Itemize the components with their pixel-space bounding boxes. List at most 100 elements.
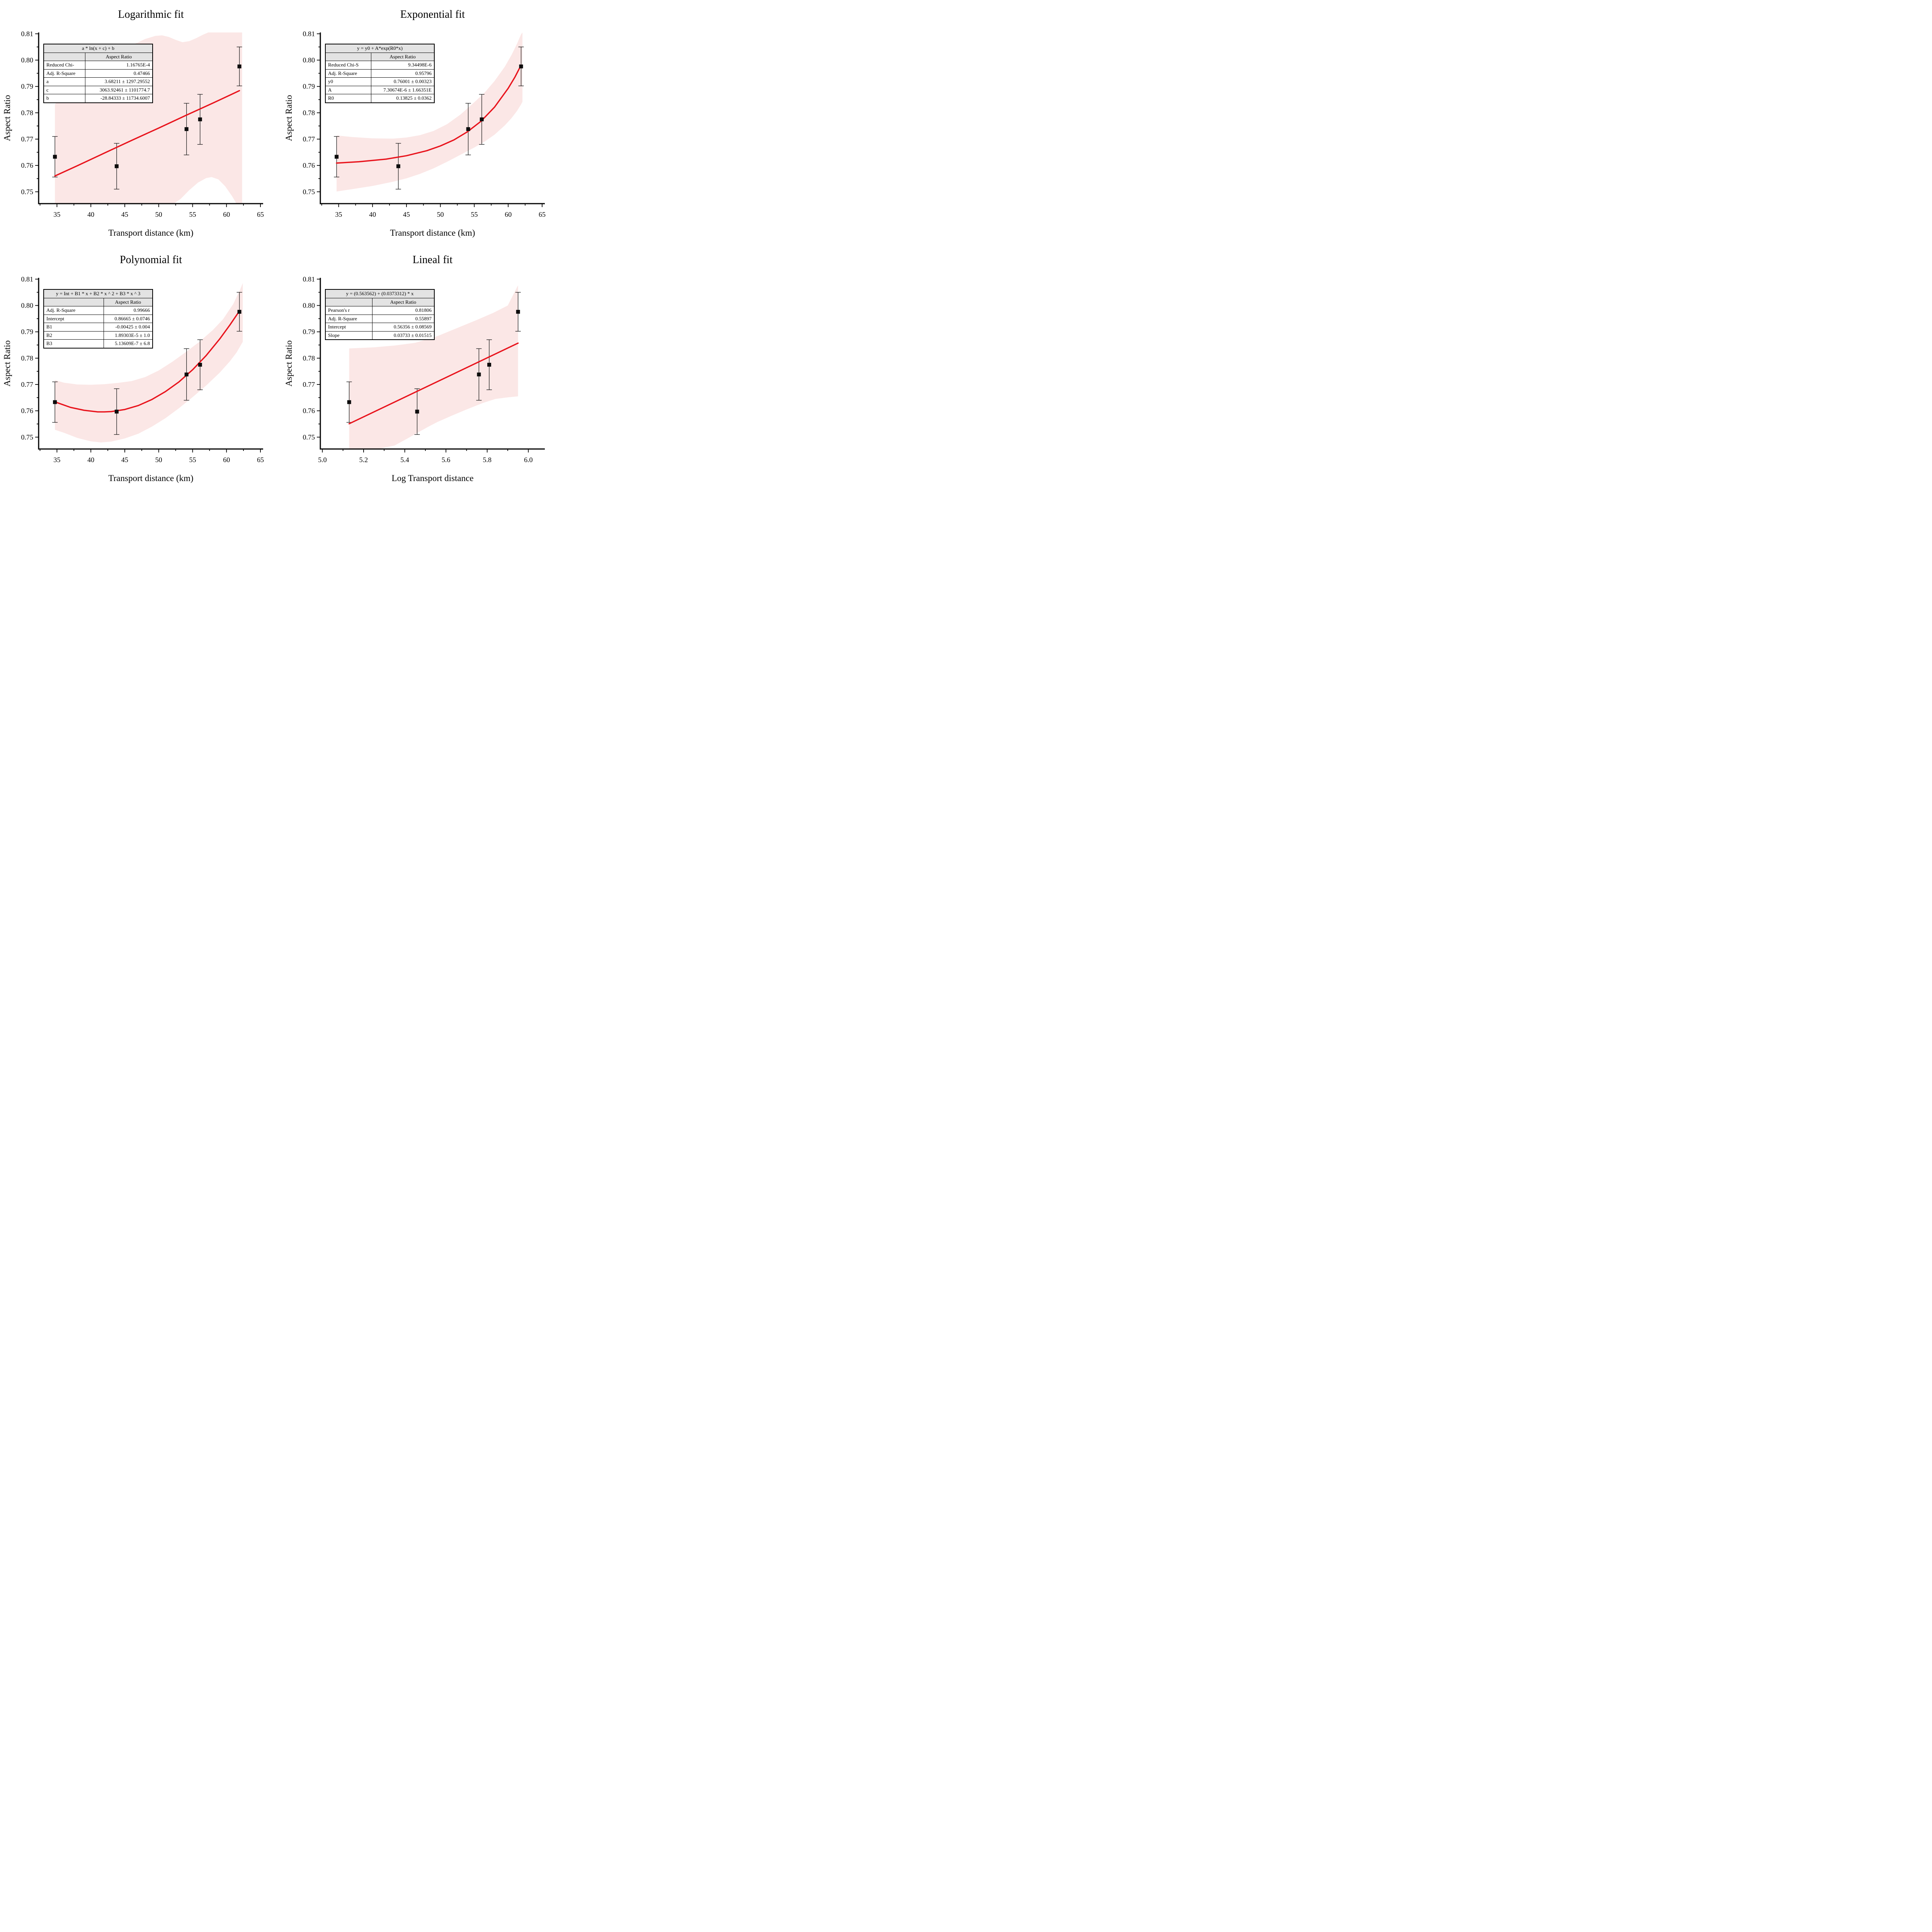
- stats-row-label: c: [43, 85, 85, 95]
- x-tick-label: 50: [437, 211, 444, 218]
- stats-table: y = (0.563562) + (0.0373312) * x Aspect R…: [325, 289, 435, 340]
- stats-row-label: Adj. R-Square: [43, 306, 104, 315]
- data-points: [53, 310, 242, 414]
- stats-row: Adj. R-Square 0.55897: [325, 314, 435, 323]
- y-tick-label: 0.77: [21, 135, 34, 143]
- stats-row-value: 1.89303E-5 ± 1.0: [103, 331, 153, 340]
- stats-row-label: Adj. R-Square: [43, 69, 85, 78]
- stats-empty-header: [325, 52, 371, 61]
- y-tick-label: 0.76: [303, 162, 315, 169]
- data-point-marker: [53, 155, 57, 159]
- stats-row: c 3063.92461 ± 1101774.7: [43, 85, 153, 95]
- stats-row-value: 0.81806: [372, 306, 435, 315]
- y-tick-label: 0.79: [303, 83, 315, 90]
- stats-value-column-header: Aspect Ratio: [371, 52, 435, 61]
- stats-row-label: Adj. R-Square: [325, 69, 371, 78]
- data-point-marker: [480, 117, 484, 121]
- stats-empty-header: [43, 298, 104, 307]
- y-tick-label: 0.81: [303, 275, 315, 283]
- data-point-marker: [184, 127, 189, 131]
- x-tick-label: 35: [335, 211, 342, 218]
- stats-row-label: y0: [325, 77, 371, 86]
- y-tick-label: 0.81: [303, 30, 315, 37]
- stats-row-label: B3: [43, 339, 104, 349]
- axes-frame: [38, 32, 263, 204]
- y-tick-label: 0.77: [21, 381, 34, 388]
- stats-row: Intercept 0.56356 ± 0.08569: [325, 323, 435, 332]
- stats-row-value: 0.55897: [372, 314, 435, 323]
- x-tick-label: 5.0: [318, 456, 327, 464]
- axis-ticks: [35, 279, 261, 452]
- data-point-marker: [184, 372, 189, 377]
- stats-row: y0 0.76001 ± 0.00323: [325, 77, 435, 86]
- stats-formula: y = (0.563562) + (0.0373312) * x: [325, 289, 435, 298]
- stats-row: Intercept 0.86665 ± 0.0746: [43, 314, 153, 323]
- stats-row-label: a: [43, 77, 85, 86]
- stats-row-label: Adj. R-Square: [325, 314, 372, 323]
- stats-row: B1 -0.00425 ± 0.004: [43, 323, 153, 332]
- stats-row-label: Slope: [325, 331, 372, 340]
- x-tick-label: 40: [369, 211, 376, 218]
- x-tick-label: 50: [155, 211, 162, 218]
- stats-row: a 3.68211 ± 1297.29552: [43, 77, 153, 86]
- stats-table: y = Int + B1 * x + B2 * x ^ 2 + B3 * x ^…: [43, 289, 153, 349]
- data-point-marker: [415, 410, 419, 414]
- y-tick-label: 0.80: [21, 56, 34, 64]
- x-tick-label: 65: [257, 456, 264, 464]
- confidence-band: [337, 32, 523, 192]
- x-tick-label: 45: [121, 211, 128, 218]
- plot-canvas: 35 40 45 50 55 60 65 0.75 0.76 0.77 0.78 0.79 0.80 0.…: [2, 9, 264, 238]
- x-tick-label: 5.8: [483, 456, 492, 464]
- y-axis-label: Aspect Ratio: [284, 95, 294, 141]
- x-tick-label: 55: [189, 211, 196, 218]
- y-tick-label: 0.75: [303, 188, 315, 196]
- data-point-marker: [477, 372, 481, 377]
- data-point-marker: [466, 127, 470, 131]
- fit-line: [348, 342, 519, 425]
- data-point-marker: [198, 362, 202, 367]
- plot-polynomial-fit: 35 40 45 50 55 60 65 0.75 0.76 0.77 0.78 0.79 0.80 0.…: [0, 245, 282, 491]
- stats-row-value: 0.95796: [371, 69, 435, 78]
- confidence-band: [55, 283, 243, 442]
- x-tick-label: 55: [189, 456, 196, 464]
- stats-row-label: B2: [43, 331, 104, 340]
- x-tick-label: 45: [121, 456, 128, 464]
- x-tick-label: 35: [53, 211, 60, 218]
- data-point-marker: [347, 400, 351, 404]
- stats-row-label: R0: [325, 94, 371, 103]
- data-point-marker: [237, 310, 242, 314]
- y-tick-label: 0.80: [21, 302, 34, 310]
- stats-row-value: 0.99666: [103, 306, 153, 315]
- x-tick-label: 65: [539, 211, 546, 218]
- stats-row-label: Intercept: [325, 323, 372, 332]
- y-tick-label: 0.78: [303, 354, 315, 362]
- x-tick-label: 55: [471, 211, 478, 218]
- stats-row-value: 3.68211 ± 1297.29552: [85, 77, 153, 86]
- x-tick-label: 60: [223, 211, 230, 218]
- x-tick-label: 6.0: [524, 456, 533, 464]
- stats-row: B3 5.13609E-7 ± 6.8: [43, 339, 153, 349]
- x-tick-label: 35: [53, 456, 60, 464]
- y-tick-label: 0.79: [21, 328, 34, 336]
- confidence-band: [349, 285, 518, 449]
- stats-table: y = y0 + A*exp(R0*x) Aspect Ratio Reduced …: [325, 44, 435, 103]
- x-axis-label: Transport distance (km): [390, 228, 475, 238]
- stats-row: Reduced Chi- 1.16765E-4: [43, 61, 153, 70]
- y-tick-label: 0.76: [21, 407, 34, 415]
- plot-canvas: 5.0 5.2 5.4 5.6 5.8 6.0 0.75 0.76 0.77 0.78 0.79 0.…: [284, 254, 545, 483]
- stats-row: Slope 0.03733 ± 0.01515: [325, 331, 435, 340]
- stats-row-label: Pearson's r: [325, 306, 372, 315]
- axis-ticks: [317, 279, 529, 452]
- plot-title: Exponential fit: [400, 9, 465, 20]
- plot-title: Lineal fit: [413, 254, 453, 266]
- x-tick-label: 50: [155, 456, 162, 464]
- x-tick-label: 40: [87, 456, 94, 464]
- fit-line: [336, 64, 522, 164]
- plot-lineal-fit: 5.0 5.2 5.4 5.6 5.8 6.0 0.75 0.76 0.77 0.78 0.79 0.…: [282, 245, 563, 491]
- figure-grid: 35 40 45 50 55 60 65 0.75 0.76 0.77 0.78 0.79 0.80 0.…: [0, 0, 563, 491]
- stats-row-value: 0.13825 ± 0.0362: [371, 94, 435, 103]
- stats-row-value: 0.03733 ± 0.01515: [372, 331, 435, 340]
- stats-row: Adj. R-Square 0.99666: [43, 306, 153, 315]
- data-points: [53, 64, 242, 168]
- stats-row: A 7.30674E-6 ± 1.66351E: [325, 85, 435, 95]
